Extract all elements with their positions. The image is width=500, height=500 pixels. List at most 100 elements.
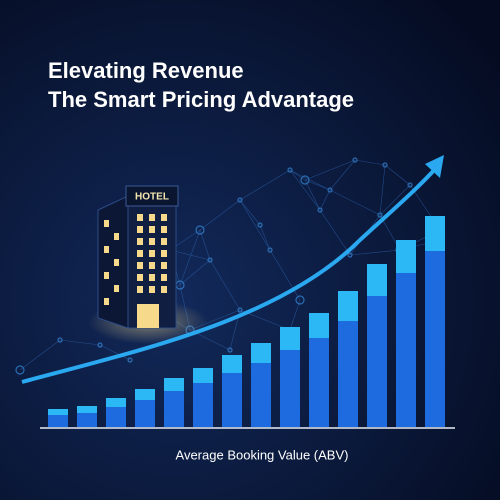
network-link [384,164,411,186]
window [104,246,109,253]
network-link [349,249,401,256]
bar-segment [48,415,68,427]
network-link [179,229,201,286]
network-node [257,222,263,228]
window [137,286,143,293]
window [149,262,155,269]
window [137,238,143,245]
chart-title: Elevating Revenue [48,58,244,83]
network-node [352,157,358,163]
arrow-head [425,155,444,178]
network-link [289,169,306,181]
network-link [199,229,211,261]
network-link [304,159,356,181]
window [161,274,167,281]
network-node [317,207,323,213]
network-link [199,199,241,231]
window [104,272,109,279]
network-link [259,224,271,251]
network-link [169,249,211,261]
bar-segment [309,313,329,338]
network-link [289,169,331,191]
window [161,262,167,269]
network-link [304,179,321,211]
network-link [59,339,101,346]
window [137,262,143,269]
network-node [267,247,273,253]
network-node [377,212,383,218]
network-node [237,307,243,313]
window [114,259,119,266]
window [149,238,155,245]
window [114,233,119,240]
window [149,226,155,233]
network-node [295,295,305,305]
bar-segment [396,273,416,427]
network-node [300,175,310,185]
hotel: HOTEL [97,185,179,329]
network-node [97,342,103,348]
bar-segment [251,363,271,427]
network-node [57,337,63,343]
network-link [354,159,386,166]
bar-segment [367,296,387,427]
bar-segment [164,391,184,427]
chart-subtitle: The Smart Pricing Advantage [48,87,354,112]
network-link [289,299,301,331]
bar-segment [367,264,387,296]
trend-arrow [21,166,438,384]
network-link [289,169,321,211]
network-node [287,167,293,173]
bar-segment [77,413,97,427]
bar-segment [135,389,155,400]
window [161,238,167,245]
network-link [99,344,131,361]
bar-segment [77,406,97,413]
window [137,214,143,221]
network-node [127,357,133,363]
bar-segment [396,240,416,273]
network-link [329,159,356,191]
bar-segment [106,407,126,427]
network-link [329,189,381,216]
network-node [207,257,213,263]
bar-segment [251,343,271,363]
window [137,274,143,281]
network-node [195,225,205,235]
network-node [382,162,388,168]
network-link [239,199,261,226]
window [161,286,167,293]
network-node [237,197,243,203]
window [149,274,155,281]
window [149,286,155,293]
window [161,214,167,221]
network-node [15,365,25,375]
network-link [379,184,411,216]
network-link [269,249,301,301]
window [104,298,109,305]
bar-segment [106,398,126,407]
hotel-sign: HOTEL [135,192,169,203]
network-link [239,169,291,201]
bar-segment [309,338,329,427]
network-link [319,209,351,256]
bar-segment [425,251,445,427]
bar-segment [193,368,213,383]
window [161,250,167,257]
network-link [179,259,211,286]
network-node [407,182,413,188]
network-link [379,164,386,216]
network-link [319,189,331,211]
window [104,220,109,227]
bar-segment [164,378,184,391]
bar-segment [338,291,358,321]
network-link [19,339,61,371]
window [137,226,143,233]
bar-segment [222,355,242,373]
bar-segment [338,321,358,427]
window [114,285,119,292]
bars [48,216,445,427]
bar-segment [193,383,213,427]
